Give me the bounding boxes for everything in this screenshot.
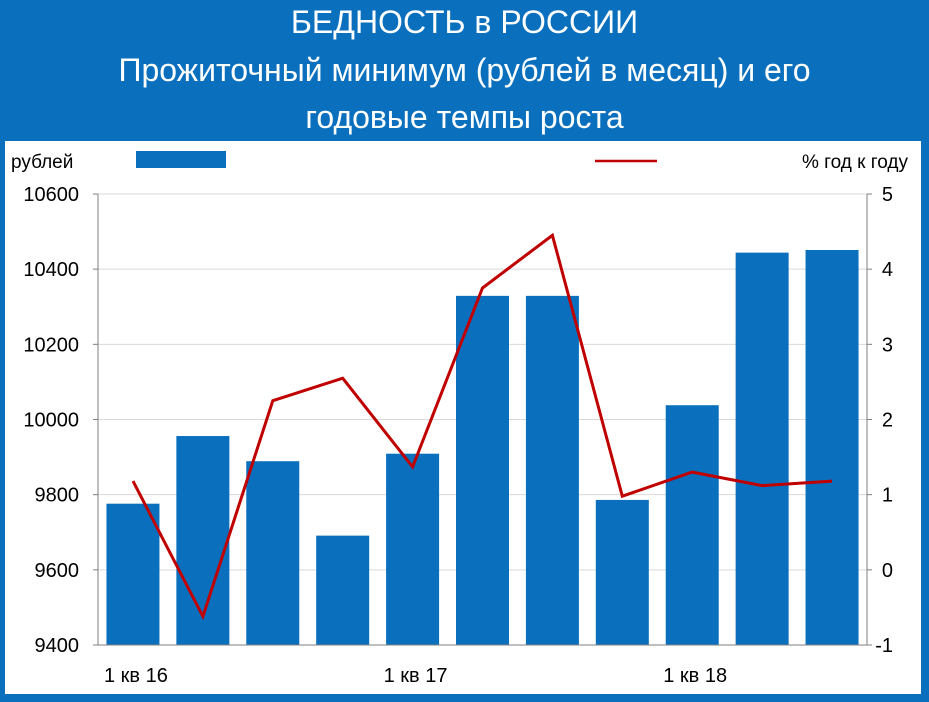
bar (456, 295, 509, 645)
poverty-chart: 9400 9600 9800 10000 10200 10400 10600 -1 0 1 2 3 4 5… (11, 151, 908, 687)
x-tick-label: 1 кв 16 (104, 665, 168, 687)
title-line-1: БЕДНОСТЬ в РОССИИ (290, 4, 639, 40)
header-banner: БЕДНОСТЬ в РОССИИ Прожиточный минимум (р… (0, 0, 929, 140)
y-left-tick-label: 10400 (23, 259, 79, 281)
y-left-tick-label: 10000 (23, 410, 79, 432)
y-right-tick-label: 5 (882, 184, 893, 206)
x-tick-label: 1 кв 17 (384, 665, 448, 687)
right-axis-unit-label: % год к году (802, 152, 909, 173)
y-right-tick-label: -1 (875, 635, 893, 657)
chart-panel: 9400 9600 9800 10000 10200 10400 10600 -1 0 1 2 3 4 5… (5, 141, 921, 694)
y-right-tick-label: 3 (882, 334, 893, 356)
bar (386, 453, 440, 645)
legend-bar-swatch (136, 151, 226, 168)
left-axis-unit-label: рублей (11, 152, 73, 173)
growth-rate-line (131, 232, 833, 621)
bar (176, 436, 230, 645)
bar (106, 503, 160, 645)
bar (595, 499, 649, 645)
y-left-tick-label: 9800 (35, 485, 80, 507)
bar (525, 295, 579, 645)
bar (805, 249, 859, 645)
title-line-2: Прожиточный минимум (рублей в месяц) и е… (118, 52, 811, 88)
y-left-tick-label: 10600 (23, 184, 79, 206)
tick-labels: 9400 9600 9800 10000 10200 10400 10600 -1 0 1 2 3 4 5… (23, 184, 893, 687)
y-right-tick-label: 1 (882, 485, 893, 507)
bar (665, 405, 719, 645)
axes (93, 193, 872, 646)
title-line-3: годовые темпы роста (305, 99, 624, 135)
bar-series (106, 249, 859, 645)
y-right-tick-label: 4 (882, 259, 893, 281)
y-right-tick-label: 2 (882, 410, 893, 432)
y-right-tick-label: 0 (882, 560, 893, 582)
bar (246, 461, 300, 645)
y-left-tick-label: 9600 (35, 560, 80, 582)
legend: рублей % год к году (11, 151, 908, 173)
y-left-tick-label: 10200 (23, 334, 79, 356)
y-left-tick-label: 9400 (35, 635, 80, 657)
line-series (131, 232, 833, 621)
bar (735, 252, 789, 645)
bar (316, 535, 370, 645)
x-tick-label: 1 кв 18 (663, 665, 727, 687)
